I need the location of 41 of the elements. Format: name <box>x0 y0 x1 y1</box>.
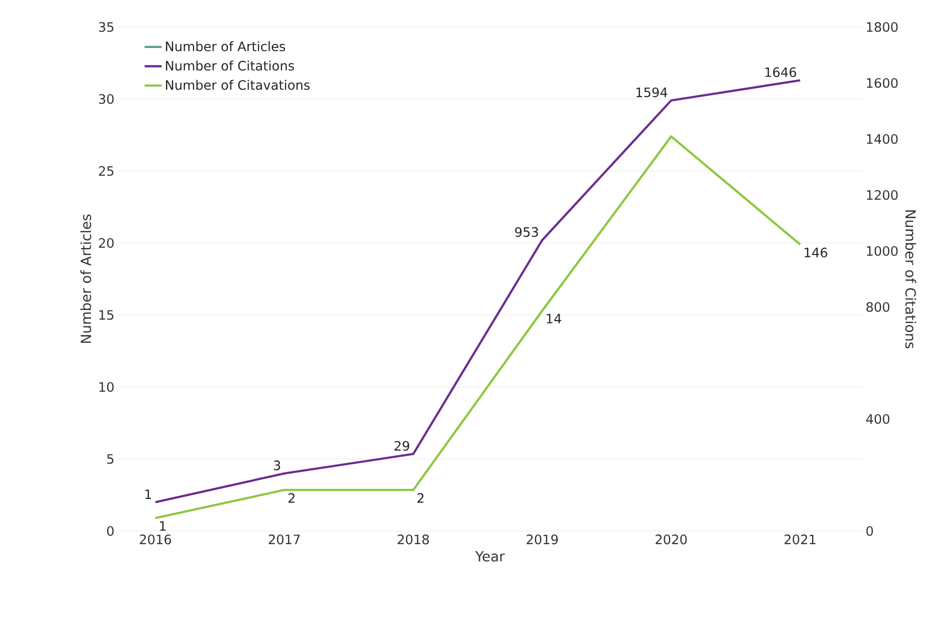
y-tick-label: 20 <box>98 238 114 248</box>
annotation: 1594 <box>636 87 668 98</box>
annotation: 1646 <box>765 67 796 78</box>
annotation: 146 <box>804 248 828 258</box>
x-tick-label: 2017 <box>268 534 300 544</box>
y-tick-label: 15 <box>99 310 114 320</box>
x-tick-label: 2016 <box>140 534 172 544</box>
y-tick-label: 0 <box>107 526 114 536</box>
x-axis-title: Year <box>475 551 505 562</box>
y2-tick-label: 400 <box>866 414 890 424</box>
y2-tick-label: 1600 <box>866 78 898 88</box>
legend-label: Number of Articles <box>166 41 286 52</box>
annotation: 2 <box>288 493 294 503</box>
y2-tick-label: 1000 <box>866 246 898 256</box>
y-tick-label: 5 <box>107 454 114 464</box>
y2-tick-label: 800 <box>866 302 890 312</box>
line-series <box>154 79 802 504</box>
x-tick-label: 2020 <box>656 534 687 544</box>
annotation: 2 <box>417 493 424 503</box>
x-tick-label: 2019 <box>526 534 558 544</box>
y2-axis-title: Number of Citations <box>905 210 916 348</box>
annotation: 29 <box>394 440 410 451</box>
y2-tick-label: 1800 <box>866 22 898 32</box>
y-tick-label: 30 <box>98 94 114 104</box>
y2-tick-label: 0 <box>866 526 873 536</box>
y-tick-label: 35 <box>98 22 114 32</box>
y-axis-title: Number of Articles <box>80 214 92 343</box>
y2-tick-label: 1200 <box>866 190 898 200</box>
annotation: 3 <box>274 460 280 470</box>
legend-label: Number of Citations <box>166 60 294 71</box>
x-tick-label: 2021 <box>784 534 816 544</box>
x-tick-label: 2018 <box>398 534 429 544</box>
line-series <box>154 135 802 520</box>
y-tick-label: 10 <box>99 382 114 392</box>
annotation: 953 <box>515 227 538 237</box>
y2-tick-label: 1400 <box>866 134 898 144</box>
y-tick-label: 25 <box>98 166 114 176</box>
annotation: 1 <box>145 490 152 500</box>
legend-label: Number of Citavations <box>166 80 310 90</box>
annotation: 1 <box>160 521 166 531</box>
annotation: 14 <box>546 314 562 324</box>
